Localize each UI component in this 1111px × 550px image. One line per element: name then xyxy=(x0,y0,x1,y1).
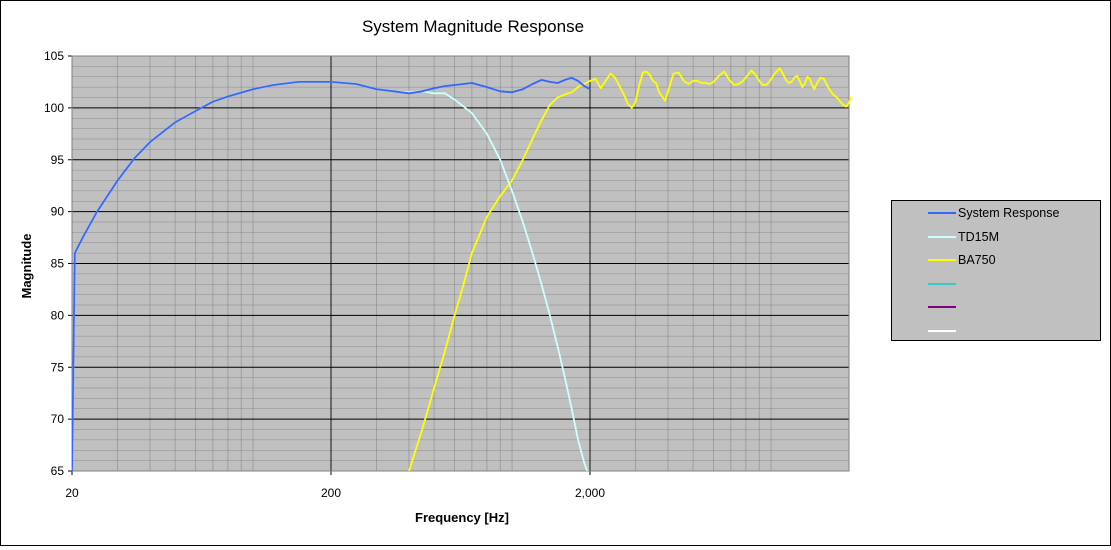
series-line-ba750 xyxy=(408,67,851,471)
legend-label: BA750 xyxy=(958,253,996,267)
y-tick-label: 75 xyxy=(51,360,65,374)
legend-swatch xyxy=(928,212,956,214)
legend-swatch xyxy=(928,329,956,332)
legend-item xyxy=(928,299,1100,315)
x-tick-label: 2,000 xyxy=(575,486,605,500)
y-tick-label: 100 xyxy=(44,101,64,115)
y-tick-label: 95 xyxy=(51,153,65,167)
y-axis-label: Magnitude xyxy=(19,234,34,299)
series-line-system-response xyxy=(72,76,591,471)
x-tick-label: 20 xyxy=(65,486,79,500)
plot-border xyxy=(71,55,850,472)
series-group xyxy=(72,76,591,471)
legend-swatch xyxy=(928,235,956,238)
legend-item xyxy=(928,323,1100,339)
series-group xyxy=(408,67,851,471)
y-tick-label: 80 xyxy=(51,308,65,322)
chart-title: System Magnitude Response xyxy=(362,17,584,36)
legend-item: BA750 xyxy=(928,252,1100,268)
legend-item xyxy=(928,276,1100,292)
legend: System Response TD15M BA750 xyxy=(891,200,1101,341)
y-tick-label: 90 xyxy=(51,205,65,219)
legend-item: TD15M xyxy=(928,229,1100,245)
legend-label: System Response xyxy=(958,206,1060,220)
legend-swatch xyxy=(928,259,956,261)
legend-item: System Response xyxy=(928,205,1100,221)
y-tick-label: 70 xyxy=(51,412,65,426)
legend-swatch xyxy=(928,282,956,285)
y-tick-label: 105 xyxy=(44,49,64,63)
x-tick-label: 200 xyxy=(321,486,341,500)
legend-label: TD15M xyxy=(958,229,999,244)
y-tick-label: 85 xyxy=(51,257,65,271)
y-tick-label: 65 xyxy=(51,464,65,478)
x-axis-label: Frequency [Hz] xyxy=(415,510,509,525)
legend-swatch xyxy=(928,306,956,308)
